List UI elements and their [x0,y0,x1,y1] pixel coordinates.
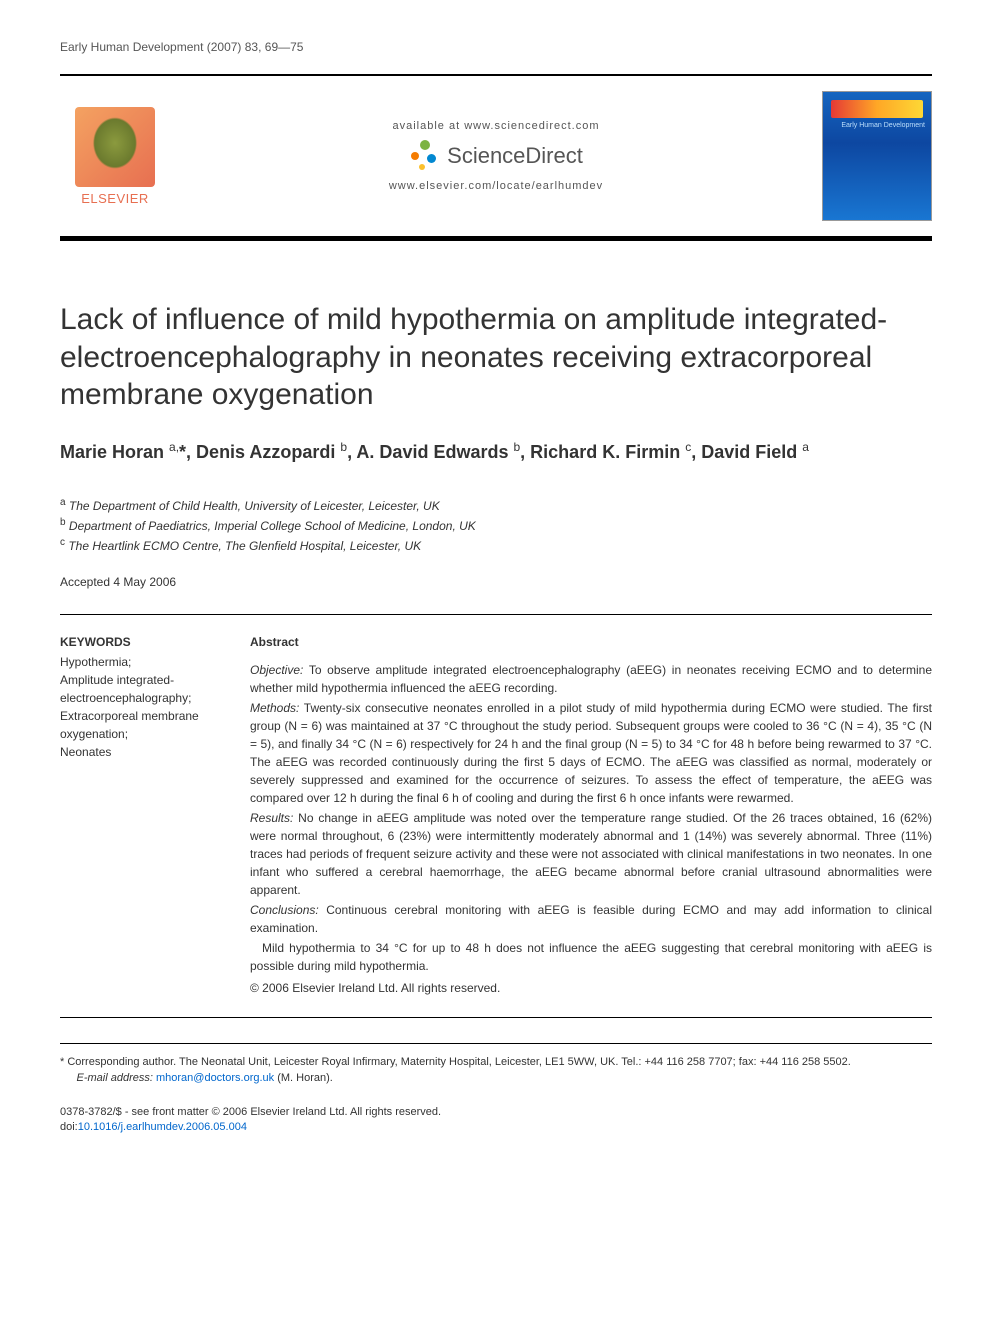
keywords-column: KEYWORDS Hypothermia;Amplitude integrate… [60,633,220,999]
publication-info: 0378-3782/$ - see front matter © 2006 El… [60,1105,932,1136]
objective-text: To observe amplitude integrated electroe… [250,663,932,695]
affiliation-item: b Department of Paediatrics, Imperial Co… [60,515,932,535]
journal-cover-thumbnail: Early Human Development [822,91,932,221]
email-line: E-mail address: mhoran@doctors.org.uk (M… [60,1070,932,1087]
abstract-conclusions: Conclusions: Continuous cerebral monitor… [250,901,932,937]
doi-prefix: doi: [60,1121,78,1133]
methods-text: Twenty-six consecutive neonates enrolled… [250,701,932,805]
abstract-column: Abstract Objective: To observe amplitude… [250,633,932,999]
objective-label: Objective: [250,663,303,677]
results-label: Results: [250,811,293,825]
abstract-copyright: © 2006 Elsevier Ireland Ltd. All rights … [250,979,932,997]
methods-label: Methods: [250,701,299,715]
conclusions-label: Conclusions: [250,903,319,917]
email-suffix: (M. Horan). [274,1072,333,1084]
author-list: Marie Horan a,*, Denis Azzopardi b, A. D… [60,439,932,465]
front-matter-line: 0378-3782/$ - see front matter © 2006 El… [60,1105,932,1120]
doi-line: doi:10.1016/j.earlhumdev.2006.05.004 [60,1120,932,1135]
affiliation-item: c The Heartlink ECMO Centre, The Glenfie… [60,535,932,555]
abstract-results: Results: No change in aEEG amplitude was… [250,809,932,899]
elsevier-tree-icon [75,107,155,187]
abstract-objective: Objective: To observe amplitude integrat… [250,661,932,697]
keywords-heading: KEYWORDS [60,633,220,651]
abstract-conclusions-extra: Mild hypothermia to 34 °C for up to 48 h… [250,939,932,975]
article-title: Lack of influence of mild hypothermia on… [60,301,932,414]
corresponding-author-note: * Corresponding author. The Neonatal Uni… [60,1054,932,1071]
abstract-block: KEYWORDS Hypothermia;Amplitude integrate… [60,614,932,1018]
journal-reference: Early Human Development (2007) 83, 69—75 [60,40,932,54]
sciencedirect-label: ScienceDirect [447,143,583,169]
doi-link[interactable]: 10.1016/j.earlhumdev.2006.05.004 [78,1121,247,1133]
results-text: No change in aEEG amplitude was noted ov… [250,811,932,897]
journal-cover-title: Early Human Development [841,122,925,130]
elsevier-logo: ELSEVIER [60,96,170,216]
locate-url: www.elsevier.com/locate/earlhumdev [389,180,603,192]
abstract-methods: Methods: Twenty-six consecutive neonates… [250,699,932,807]
conclusions-text: Continuous cerebral monitoring with aEEG… [250,903,932,935]
affiliation-item: a The Department of Child Health, Univer… [60,495,932,515]
available-at-text: available at www.sciencedirect.com [392,120,599,132]
publisher-banner: ELSEVIER available at www.sciencedirect.… [60,74,932,241]
email-label: E-mail address: [77,1072,153,1084]
conclusions-extra-text: Mild hypothermia to 34 °C for up to 48 h… [250,941,932,973]
affiliations: a The Department of Child Health, Univer… [60,495,932,555]
banner-center: available at www.sciencedirect.com Scien… [190,120,802,192]
footnotes: * Corresponding author. The Neonatal Uni… [60,1043,932,1087]
keywords-list: Hypothermia;Amplitude integrated-electro… [60,653,220,761]
abstract-heading: Abstract [250,633,932,651]
sciencedirect-icon [409,140,441,172]
sciencedirect-logo: ScienceDirect [409,140,583,172]
elsevier-label: ELSEVIER [81,191,149,206]
accepted-date: Accepted 4 May 2006 [60,575,932,589]
email-link[interactable]: mhoran@doctors.org.uk [156,1072,274,1084]
